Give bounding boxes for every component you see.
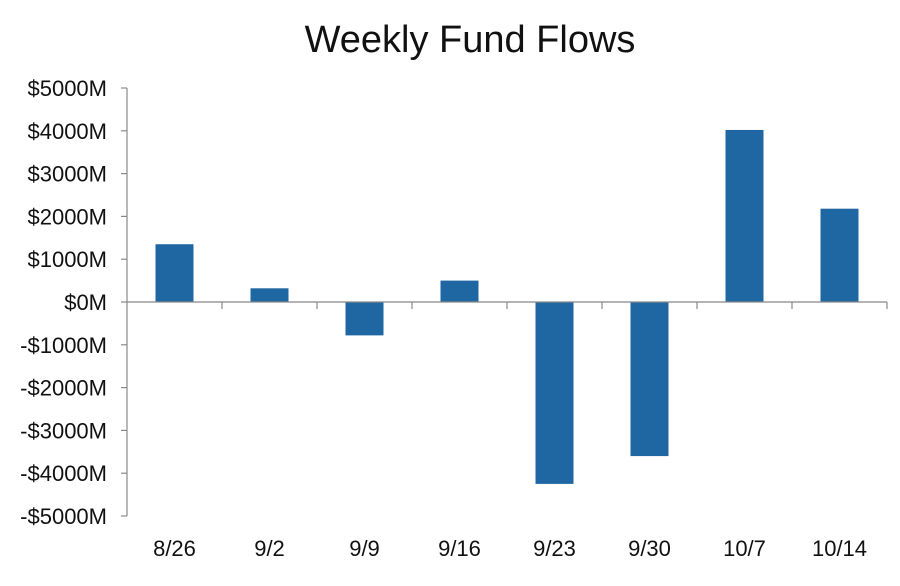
x-tick-label: 9/30 <box>628 536 671 561</box>
x-tick-label: 10/7 <box>723 536 766 561</box>
bar <box>250 288 289 302</box>
bar <box>820 208 859 302</box>
y-tick-label: -$3000M <box>20 418 107 443</box>
x-tick-label: 8/26 <box>153 536 196 561</box>
bar <box>535 302 574 484</box>
y-tick-label: $2000M <box>27 204 107 229</box>
y-tick-label: $4000M <box>27 119 107 144</box>
y-tick-label: -$5000M <box>20 504 107 529</box>
x-tick-label: 9/2 <box>254 536 285 561</box>
y-tick-label: $5000M <box>27 76 107 101</box>
y-axis: $5000M $4000M $3000M $2000M $1000M $0M -$1000M… <box>20 76 128 529</box>
bar <box>725 129 764 302</box>
bar <box>155 244 194 302</box>
x-tick-label: 9/9 <box>349 536 380 561</box>
y-tick-label: -$2000M <box>20 376 107 401</box>
x-tick-label: 9/16 <box>438 536 481 561</box>
x-tick-label: 9/23 <box>533 536 576 561</box>
y-tick-label: -$4000M <box>20 461 107 486</box>
bar-series <box>155 129 859 484</box>
y-tick-label: $1000M <box>27 247 107 272</box>
bar <box>345 302 384 336</box>
y-tick-label: $0M <box>64 290 107 315</box>
y-tick-label: -$1000M <box>20 333 107 358</box>
x-tick-label: 10/14 <box>812 536 867 561</box>
chart-title: Weekly Fund Flows <box>305 19 636 61</box>
y-tick-label: $3000M <box>27 162 107 187</box>
bar <box>630 302 669 457</box>
x-axis: 8/26 9/2 9/9 9/16 9/23 9/30 10/7 10/14 <box>127 301 888 561</box>
bar <box>440 280 479 302</box>
